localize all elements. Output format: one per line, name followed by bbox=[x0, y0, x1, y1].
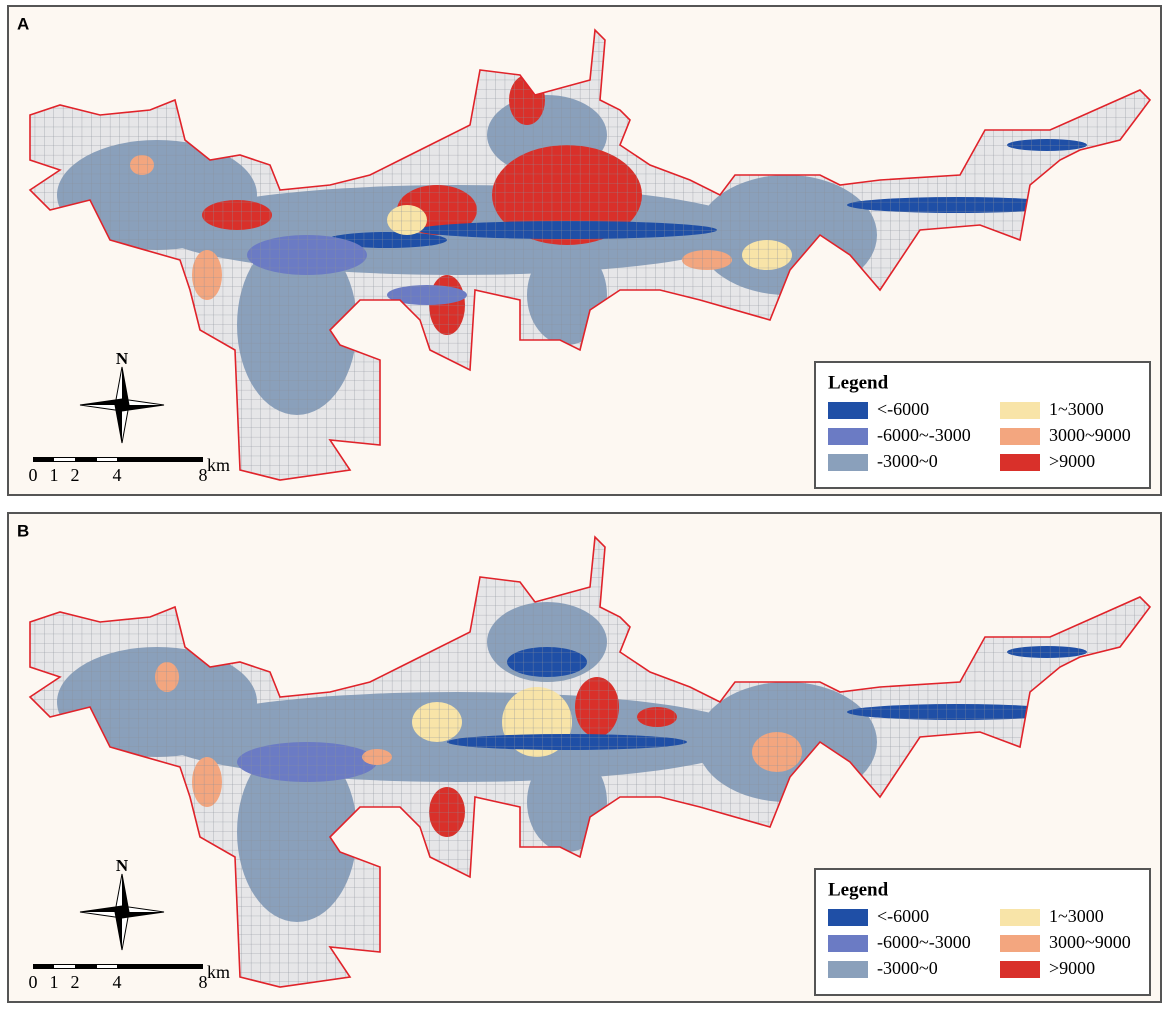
legend-label: 1~3000 bbox=[1049, 906, 1104, 926]
map-panel: B N 0 1 2 4 8 km Legend <-6000 -6000~-3000 -3000~0 1… bbox=[7, 512, 1162, 1003]
north-label: N bbox=[116, 856, 129, 875]
scale-label: 2 bbox=[71, 465, 80, 485]
scale-bar-segment bbox=[97, 965, 117, 968]
map-panel: A N 0 1 2 4 8 km Legend <-6000 -6000~-3000 -3000~0 1… bbox=[7, 5, 1162, 496]
legend-label: -3000~0 bbox=[877, 958, 938, 978]
legend-label: >9000 bbox=[1049, 451, 1095, 471]
legend-swatch bbox=[1000, 909, 1040, 926]
scale-label: 0 bbox=[29, 972, 38, 992]
panel-label: A bbox=[17, 14, 29, 33]
legend-swatch bbox=[1000, 935, 1040, 952]
legend-label: 3000~9000 bbox=[1049, 932, 1131, 952]
legend-swatch bbox=[1000, 961, 1040, 978]
scale-label: 2 bbox=[71, 972, 80, 992]
legend-label: >9000 bbox=[1049, 958, 1095, 978]
legend-box bbox=[814, 361, 1151, 489]
scale-label: 8 bbox=[199, 465, 208, 485]
legend-label: -6000~-3000 bbox=[877, 932, 971, 952]
north-label: N bbox=[116, 349, 129, 368]
scale-label: 1 bbox=[50, 465, 59, 485]
panel-label: B bbox=[17, 521, 29, 540]
scale-label: 4 bbox=[113, 465, 122, 485]
north-arrow-fill bbox=[80, 874, 164, 950]
scale-label: 0 bbox=[29, 465, 38, 485]
north-arrow-fill bbox=[80, 367, 164, 443]
legend-label: -3000~0 bbox=[877, 451, 938, 471]
legend-label: 1~3000 bbox=[1049, 399, 1104, 419]
legend-label: 3000~9000 bbox=[1049, 425, 1131, 445]
legend-title: Legend bbox=[828, 879, 889, 900]
legend-swatch bbox=[828, 454, 868, 471]
scale-label: 4 bbox=[113, 972, 122, 992]
legend-label: <-6000 bbox=[877, 399, 929, 419]
legend-box bbox=[814, 868, 1151, 996]
legend-swatch bbox=[828, 428, 868, 445]
scale-bar bbox=[33, 964, 203, 969]
legend-swatch bbox=[828, 402, 868, 419]
legend-swatch bbox=[828, 935, 868, 952]
boundary bbox=[28, 28, 1152, 481]
scale-bar-segment bbox=[97, 458, 117, 461]
scale-bar-segment bbox=[54, 965, 75, 968]
legend-label: <-6000 bbox=[877, 906, 929, 926]
scale-label: 1 bbox=[50, 972, 59, 992]
boundary bbox=[28, 535, 1152, 988]
scale-bar bbox=[33, 457, 203, 462]
scale-bar-segment bbox=[54, 458, 75, 461]
legend-label: -6000~-3000 bbox=[877, 425, 971, 445]
legend-swatch bbox=[1000, 428, 1040, 445]
scale-label: 8 bbox=[199, 972, 208, 992]
legend-swatch bbox=[828, 961, 868, 978]
legend-swatch bbox=[828, 909, 868, 926]
scale-unit: km bbox=[207, 455, 230, 475]
scale-unit: km bbox=[207, 962, 230, 982]
legend-swatch bbox=[1000, 402, 1040, 419]
legend-swatch bbox=[1000, 454, 1040, 471]
legend-title: Legend bbox=[828, 372, 889, 393]
